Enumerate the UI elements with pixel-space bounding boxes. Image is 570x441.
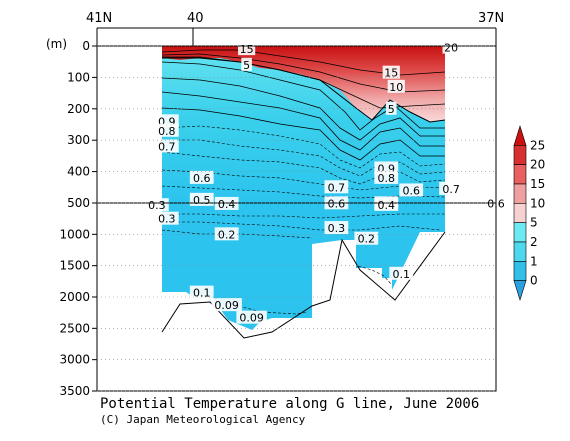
contour-label: 0.2 (358, 233, 376, 246)
colorbar-swatch (513, 261, 527, 281)
contour-label-bg (354, 231, 379, 245)
top-tick-label-40: 40 (187, 11, 204, 26)
contour-label-bg (214, 227, 239, 241)
depth-tick-label: 500 (67, 196, 90, 210)
contour-label-bg (324, 180, 349, 194)
contour-label: 5 (243, 59, 250, 72)
contour-label: 0.4 (378, 199, 396, 212)
contour-label-bg (442, 40, 460, 54)
colorbar-swatch (513, 280, 527, 302)
colorbar-label: 10 (530, 196, 545, 210)
colorbar-label: 25 (530, 138, 545, 152)
contour-label-bg (154, 211, 179, 225)
contour-label: 15 (384, 67, 398, 80)
contour-label: 0.6 (328, 197, 346, 210)
contour-label-bg (154, 139, 179, 153)
contour-label-bg (189, 170, 214, 184)
contour-label: 0.3 (148, 199, 166, 212)
colorbar-swatch (513, 203, 527, 223)
colorbar-label: 2 (530, 235, 538, 249)
contour-label: 0.8 (378, 172, 396, 185)
contour-label-bg (374, 170, 399, 184)
contour-label-bg (189, 285, 214, 299)
contour-label: 0.1 (392, 268, 410, 281)
contour-label: 0.3 (328, 222, 346, 235)
depth-tick-label: 200 (67, 102, 90, 116)
depth-tick-label: 300 (67, 133, 90, 147)
contour-label-bg (238, 42, 256, 56)
contour-label: 0.09 (214, 299, 239, 312)
colorbar-swatch (513, 124, 527, 146)
contour-label-bg (389, 266, 414, 280)
contour-label-bg (241, 57, 252, 71)
colorbar-swatch (513, 164, 527, 185)
plot-frame (96, 45, 497, 392)
contour-label: 15 (240, 43, 254, 56)
warm-layer (162, 46, 445, 122)
depth-tick-label: 1500 (59, 259, 90, 273)
contour-label: 0.6 (193, 172, 211, 185)
depth-tick-label: 2500 (59, 321, 90, 335)
top-axis: 41N 40 37N (86, 11, 504, 46)
depth-tick-label: 0 (82, 39, 90, 53)
contour-label-bg (211, 298, 242, 312)
contour-label: 0.2 (218, 228, 236, 241)
contour-label-bg (236, 310, 267, 324)
depth-unit-label: (m) (46, 37, 67, 51)
contour-label-bg (374, 197, 399, 211)
credit-text: (C) Japan Meteorological Agency (100, 413, 306, 426)
contour-label-bg (382, 65, 400, 79)
contour-label-bg (144, 198, 169, 212)
top-tick-label-37n: 37N (478, 11, 504, 26)
colorbar-swatch (513, 145, 527, 165)
contour-label: 0.7 (442, 183, 460, 196)
depth-tick-label: 1000 (59, 227, 90, 241)
colorbar-swatch (513, 222, 527, 243)
depth-tick-label: 2000 (59, 290, 90, 304)
contour-label-bg (324, 221, 349, 235)
colorbar-label: 1 (530, 254, 538, 268)
contour-label-bg (154, 123, 179, 137)
left-axis: (m) 0 100 200 300 400 500 1000 1500 2000 2500 3000… (46, 37, 496, 398)
chart-title: Potential Temperature along G line, June… (100, 396, 479, 412)
contour-label: 20 (444, 42, 458, 55)
sea-floor-line (161, 231, 446, 339)
depth-tick-label: 3500 (59, 384, 90, 398)
contour-label-bg (387, 79, 405, 93)
contour-label-bg (399, 183, 424, 197)
colorbar-swatch (513, 241, 527, 262)
contour-label: 10 (389, 81, 403, 94)
colorbar-label: 15 (530, 177, 545, 191)
contour-label: 0.7 (158, 140, 176, 153)
depth-tick-label: 400 (67, 165, 90, 179)
contour-label: 0.6 (402, 184, 420, 197)
contour-label-bg (385, 101, 397, 115)
colorbar-label: 5 (530, 216, 538, 230)
colorbar-label: 20 (530, 158, 545, 172)
contour-label: 5 (388, 103, 395, 116)
contour-label: 0.09 (239, 312, 264, 325)
contour-label: 0.8 (158, 125, 176, 138)
colorbar-swatch (513, 183, 527, 204)
contour-label: 0.4 (218, 198, 236, 211)
top-tick-label-41n: 41N (86, 11, 112, 26)
contour-label-bg (439, 181, 464, 195)
contour-label: 0.3 (158, 213, 176, 226)
colorbar-label: 0 (530, 274, 538, 288)
depth-tick-label: 100 (67, 70, 90, 84)
depth-tick-label: 3000 (59, 353, 90, 367)
contour-label: 0.1 (193, 287, 211, 300)
contour-label: 0.5 (193, 194, 211, 207)
contour-label: 0.7 (328, 181, 346, 194)
